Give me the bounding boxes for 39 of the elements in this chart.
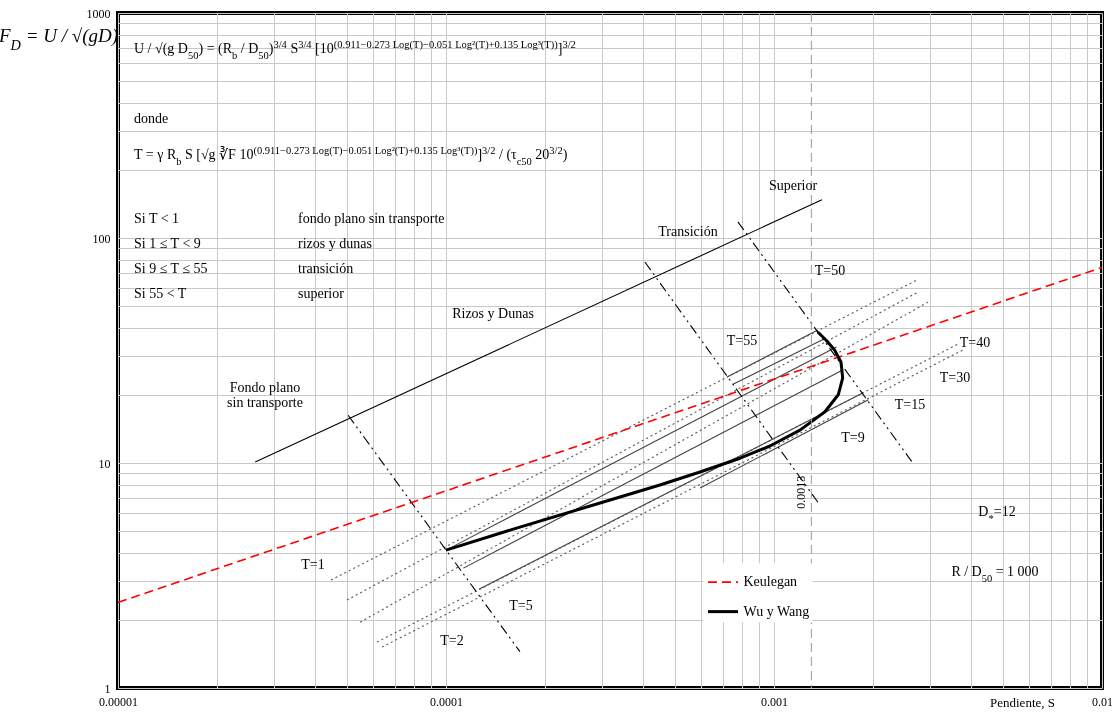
annotation: T=40 xyxy=(959,335,991,350)
x-tick-label: 0.0001 xyxy=(430,694,463,709)
y-tick-label: 10 xyxy=(98,456,111,471)
annotation: rizos y dunas xyxy=(298,236,372,251)
annotation: transición xyxy=(298,261,354,276)
x-axis-title: Pendiente, S xyxy=(990,694,1055,710)
annotation: sin transporte xyxy=(227,395,303,410)
annotation: T=5 xyxy=(509,598,533,613)
annotation: donde xyxy=(134,111,169,126)
legend-label: Wu y Wang xyxy=(743,603,810,619)
annotation: Fondo plano xyxy=(229,380,301,395)
y-tick-label: 1 xyxy=(104,681,111,696)
annotation: R / D$_{50}$ = 1 000 xyxy=(951,564,1039,584)
y-tick-label: 100 xyxy=(92,231,111,246)
ref-line-label: 0.0013 xyxy=(794,475,809,509)
annotation: T=15 xyxy=(894,397,926,412)
x-tick-label: 0.001 xyxy=(761,694,788,709)
legend-label: Keulegan xyxy=(743,574,798,590)
y-tick-label: 1000 xyxy=(86,6,111,21)
annotation: superior xyxy=(298,286,345,301)
annotation: T=30 xyxy=(939,370,971,385)
annotation: Si 9 ≤ T ≤ 55 xyxy=(134,261,208,276)
annotation: T=50 xyxy=(814,263,846,278)
annotation: D$_{*}$=12 xyxy=(978,504,1016,524)
annotation: T=9 xyxy=(841,430,865,445)
text: U / √(g D$_{50}$) = (R$_{b}$ / D$_{50}$)$^{3/4}$ S$^{3/4}$ [10$^{(0.911−0.273 Log(T)−0.051 Log²(T)+0.135 Log³(T))}$]$^{3/2}$ xyxy=(134,38,576,61)
annotation: Rizos y Dunas xyxy=(452,306,534,321)
annotation: T=1 xyxy=(301,557,325,572)
annotation: Si T < 1 xyxy=(134,211,180,226)
annotation: Transición xyxy=(658,224,718,239)
annotation: T=2 xyxy=(440,633,464,648)
annotation: Superior xyxy=(768,178,818,193)
annotation: T=55 xyxy=(726,333,758,348)
annotation: Si 55 < T xyxy=(134,286,187,301)
x-tick-label: 0.01 xyxy=(1092,694,1113,709)
text: T = γ R$_{b}$ S [√g ∛F 10$^{(0.911−0.273 Log(T)−0.051 Log²(T)+0.135 Log³(T))}$]$^{3/2}$ / (τ$_{c50}$ 20$^{3/2}$) xyxy=(134,144,568,167)
annotation: fondo plano sin transporte xyxy=(298,211,445,226)
x-tick-label: 0.00001 xyxy=(99,694,138,709)
annotation: Si 1 ≤ T < 9 xyxy=(134,236,201,251)
